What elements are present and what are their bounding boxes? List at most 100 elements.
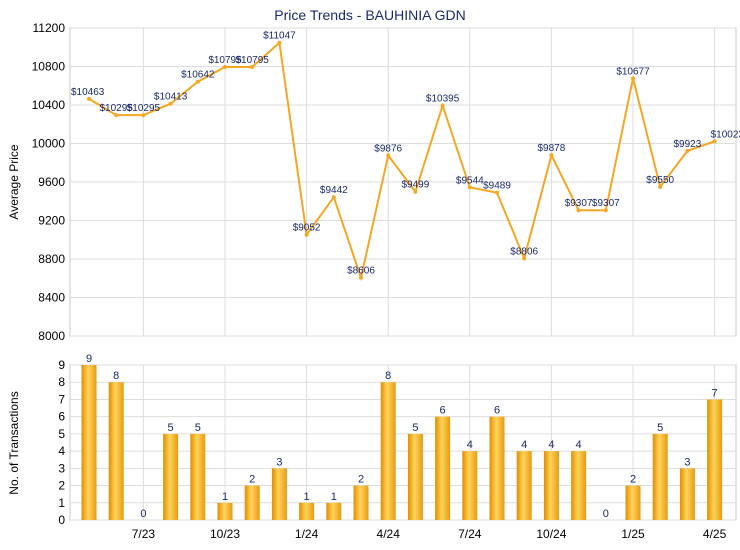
transaction-bar-label: 9 [86,353,92,365]
transaction-bar-label: 4 [548,439,554,451]
transaction-bar [435,416,451,520]
transaction-bar [271,468,287,520]
price-data-point [413,189,418,194]
transaction-bar [326,502,342,520]
x-tick-label: 1/24 [295,527,319,541]
price-data-label: $9307 [592,198,620,209]
transaction-bar-label: 2 [249,474,255,486]
price-data-label: $9307 [565,198,593,209]
transactions-y-tick-label: 0 [58,513,65,527]
transaction-bar [380,382,396,520]
transactions-y-tick-label: 7 [58,392,65,406]
transaction-bar [707,399,723,520]
price-data-point [685,148,690,153]
transaction-bar-label: 2 [358,474,364,486]
price-data-point [386,153,391,158]
price-data-label: $10795 [208,55,242,66]
x-tick-label: 7/23 [132,527,156,541]
transaction-bar [244,485,260,520]
transaction-bar [571,451,587,520]
price-y-tick-label: 9600 [38,175,65,189]
x-tick-label: 1/25 [621,527,645,541]
transaction-bar [217,502,233,520]
transaction-bar-label: 4 [576,439,582,451]
price-y-tick-label: 11200 [33,21,66,35]
price-data-label: $11047 [263,31,296,42]
price-data-point [87,96,91,101]
price-data-label: $8606 [347,266,375,277]
price-data-label: $10023 [711,129,740,140]
price-data-point [440,103,445,108]
price-data-point [223,64,227,69]
transaction-bar-label: 3 [276,456,282,468]
price-data-point [304,232,309,237]
price-y-tick-label: 8400 [38,291,65,305]
transaction-bar [299,502,315,520]
price-data-label: $9878 [537,143,565,154]
transactions-y-tick-label: 1 [58,496,65,510]
transactions-y-tick-label: 8 [58,375,65,389]
transaction-bar-label: 1 [222,491,228,503]
price-data-label: $10395 [426,93,460,104]
x-tick-label: 10/24 [536,527,566,541]
transactions-plot-area [69,364,737,521]
transaction-bar [108,382,124,520]
price-data-point [250,64,255,69]
transaction-bar-label: 1 [304,491,310,503]
price-series-line [88,40,715,282]
transaction-bar [81,365,97,520]
price-data-point [141,113,146,118]
transaction-bar-label: 6 [440,405,446,417]
price-data-point [195,79,200,84]
transactions-y-tick-label: 3 [58,461,65,475]
transaction-bar [407,433,423,520]
price-data-point [658,184,663,189]
transaction-bar-label: 1 [331,491,337,503]
price-data-label: $9876 [374,143,402,154]
price-data-label: $10295 [127,103,161,114]
price-data-point [603,208,608,213]
price-data-label: $9052 [293,223,321,234]
transaction-bar-label: 8 [385,370,391,382]
chart-title: Price Trends - BAUHINIA GDN [274,7,465,23]
price-data-label: $9442 [320,185,348,196]
transaction-bar-label: 6 [494,405,500,417]
transaction-bar [652,433,668,520]
price-data-point [114,113,119,118]
price-data-label: $9489 [483,181,511,192]
price-data-label: $10413 [154,92,188,103]
transaction-bar-label: 3 [684,456,690,468]
price-data-point [712,139,717,144]
price-y-tick-label: 9200 [38,214,65,228]
price-data-point [277,40,282,45]
price-data-point [467,185,472,190]
transaction-bar-label: 0 [140,508,146,520]
x-tick-label: 10/23 [210,527,240,541]
transaction-bar [516,451,532,520]
x-tick-label: 4/25 [703,527,727,541]
transactions-y-axis-label: No. of Transactions [7,391,21,494]
price-data-point [576,208,581,213]
price-data-label: $9499 [401,180,429,191]
transaction-bar-label: 4 [521,439,527,451]
transaction-bar [625,485,641,520]
transaction-bar-label: 2 [630,474,636,486]
transactions-bar-panel: 0 1 2 3 4 5 6 7 8 9 No. of Transactions 9 8 0 5 5 1 2 3 1… [7,353,737,541]
x-tick-label: 7/24 [458,527,482,541]
price-data-point [631,76,635,81]
price-data-label: $9550 [646,175,674,186]
transactions-y-tick-label: 2 [58,479,65,493]
price-data-point [359,275,363,280]
price-y-tick-label: 10800 [32,60,66,74]
price-y-tick-label: 10000 [32,137,66,151]
transactions-y-tick-label: 4 [58,444,65,458]
price-line-panel: 8000 8400 8800 9200 9600 10000 10400 10800 11200… [7,21,740,343]
transaction-bar-label: 5 [195,422,201,434]
price-data-label: $10463 [71,87,105,98]
price-data-label: $10795 [236,55,270,66]
transaction-bar [163,433,179,520]
transaction-bar-label: 5 [412,422,418,434]
price-data-label: $10295 [100,103,134,114]
price-data-label: $10677 [616,66,650,77]
